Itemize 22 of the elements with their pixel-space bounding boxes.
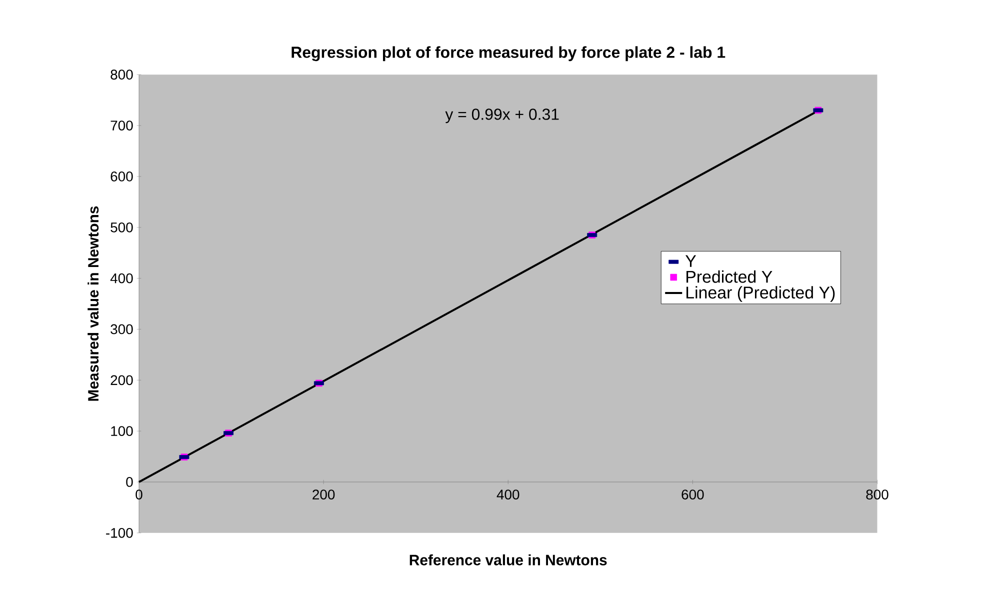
y-tick-label: 800 <box>110 70 133 80</box>
y-tick-label: 0 <box>126 477 133 487</box>
y-tick-label: 700 <box>110 120 133 130</box>
x-axis-title: Reference value in Newtons <box>410 554 607 566</box>
x-tick-label: 800 <box>866 490 888 500</box>
y-tick-label: 300 <box>110 324 133 334</box>
x-tick-label: 400 <box>496 490 520 500</box>
y-tick-label: 400 <box>110 273 133 284</box>
y-tick-label: 100 <box>111 426 133 436</box>
y-tick-label: 500 <box>110 222 133 232</box>
x-tick-label: 200 <box>312 490 335 500</box>
y-tick-label: -100 <box>106 528 133 538</box>
x-tick-label: 0 <box>136 490 142 500</box>
y-axis-title: Measured value in Newtons <box>88 206 99 401</box>
chart-title: Regression plot of force measured by force plate 2 - lab 1 <box>292 46 726 62</box>
legend-label: Predicted Y <box>686 270 772 283</box>
y-tick-label: 600 <box>110 172 133 182</box>
y-tick-label: 200 <box>110 375 133 386</box>
x-tick-label: 600 <box>682 490 704 500</box>
annotation: y = 0.99x + 0.31 <box>445 108 559 124</box>
legend-label: Linear (Predicted Y) <box>686 286 835 302</box>
legend-label: Y <box>685 255 696 267</box>
